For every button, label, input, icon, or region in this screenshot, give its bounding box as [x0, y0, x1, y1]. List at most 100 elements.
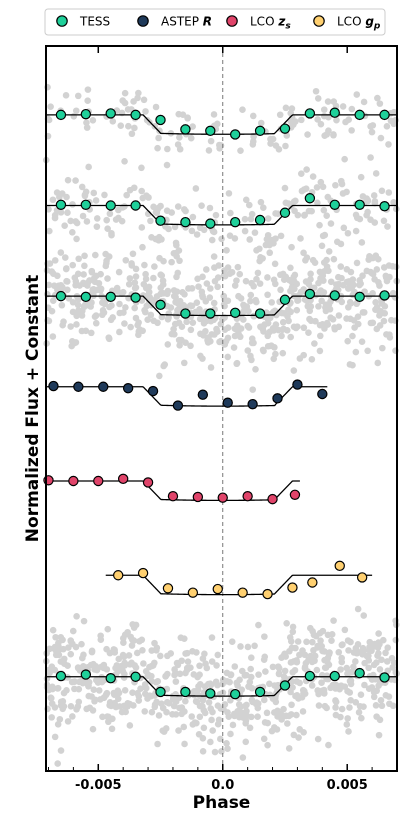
background-point: [224, 334, 232, 342]
background-point: [260, 696, 268, 704]
background-point: [214, 283, 221, 291]
binned-point: [130, 292, 141, 303]
background-point: [292, 324, 300, 332]
background-point: [128, 130, 136, 138]
background-point: [338, 705, 346, 713]
background-point: [360, 98, 368, 106]
background-point: [107, 316, 115, 324]
background-point: [106, 701, 113, 709]
background-point: [48, 268, 56, 275]
background-point: [287, 711, 295, 718]
background-point: [361, 659, 368, 667]
background-point: [234, 263, 242, 271]
background-point: [293, 280, 301, 288]
background-point: [188, 285, 196, 292]
binned-point: [379, 109, 390, 121]
background-point: [352, 658, 359, 665]
background-point: [328, 630, 336, 638]
binned-point: [254, 308, 266, 319]
binned-point: [379, 290, 390, 301]
background-point: [148, 708, 156, 716]
background-point: [172, 711, 180, 718]
background-point: [227, 697, 234, 704]
background-point: [161, 361, 169, 368]
background-point: [371, 219, 379, 226]
background-point: [348, 668, 356, 676]
background-point: [324, 658, 331, 665]
background-point: [98, 663, 105, 671]
background-point: [141, 306, 148, 314]
binned-point: [192, 491, 204, 503]
background-point: [193, 299, 201, 306]
background-point: [145, 288, 153, 296]
background-point: [248, 279, 255, 287]
background-point: [254, 704, 262, 712]
background-point: [252, 298, 260, 306]
background-point: [247, 654, 255, 662]
background-point: [310, 284, 318, 292]
binned-point: [304, 108, 316, 119]
background-point: [277, 232, 285, 240]
background-point: [73, 235, 80, 243]
background-point: [374, 359, 382, 367]
background-point: [203, 266, 210, 273]
background-point: [208, 634, 216, 641]
background-point: [264, 231, 272, 239]
background-point: [313, 666, 321, 674]
background-point: [282, 273, 290, 281]
background-point: [242, 277, 250, 285]
background-point: [348, 105, 356, 113]
background-point: [104, 225, 111, 232]
background-point: [69, 261, 77, 269]
background-point: [323, 704, 330, 712]
background-point: [99, 713, 106, 721]
background-point: [69, 713, 76, 720]
binned-points: [43, 107, 390, 700]
background-point: [171, 320, 179, 328]
background-point: [231, 235, 239, 242]
binned-point: [292, 379, 303, 390]
binned-point: [105, 673, 116, 684]
background-point: [359, 272, 366, 280]
background-point: [288, 243, 295, 251]
background-point: [378, 187, 386, 195]
background-point: [132, 273, 140, 280]
background-point: [316, 268, 324, 276]
background-point: [328, 637, 335, 644]
background-point: [141, 690, 149, 698]
background-point: [337, 666, 344, 673]
binned-point: [279, 680, 291, 691]
background-point: [131, 279, 139, 287]
background-point: [193, 231, 201, 238]
binned-point: [329, 670, 340, 682]
background-point: [57, 747, 65, 754]
background-point: [244, 347, 252, 354]
binned-point: [130, 109, 141, 121]
x-tick-label: -0.005: [75, 778, 122, 793]
binned-point: [187, 587, 199, 598]
background-point: [309, 173, 317, 180]
background-point: [205, 699, 213, 706]
background-point: [150, 203, 157, 211]
binned-point: [180, 216, 191, 228]
background-point: [48, 714, 55, 721]
background-point: [97, 636, 105, 644]
background-point: [323, 212, 330, 220]
background-point: [88, 267, 96, 275]
background-point: [297, 235, 304, 242]
background-point: [174, 141, 182, 148]
background-point: [290, 367, 298, 374]
background-point: [318, 297, 325, 305]
background-point: [228, 268, 236, 276]
background-point: [333, 116, 340, 124]
background-point: [350, 663, 357, 671]
background-point: [72, 218, 80, 225]
background-point: [200, 320, 208, 327]
background-point: [192, 185, 200, 192]
background-point: [141, 681, 149, 688]
background-point: [239, 754, 247, 761]
x-axis-ticks: -0.005 0.0 0.005: [47, 46, 398, 793]
background-point: [142, 275, 150, 283]
background-point: [349, 332, 356, 340]
background-point: [84, 97, 91, 105]
